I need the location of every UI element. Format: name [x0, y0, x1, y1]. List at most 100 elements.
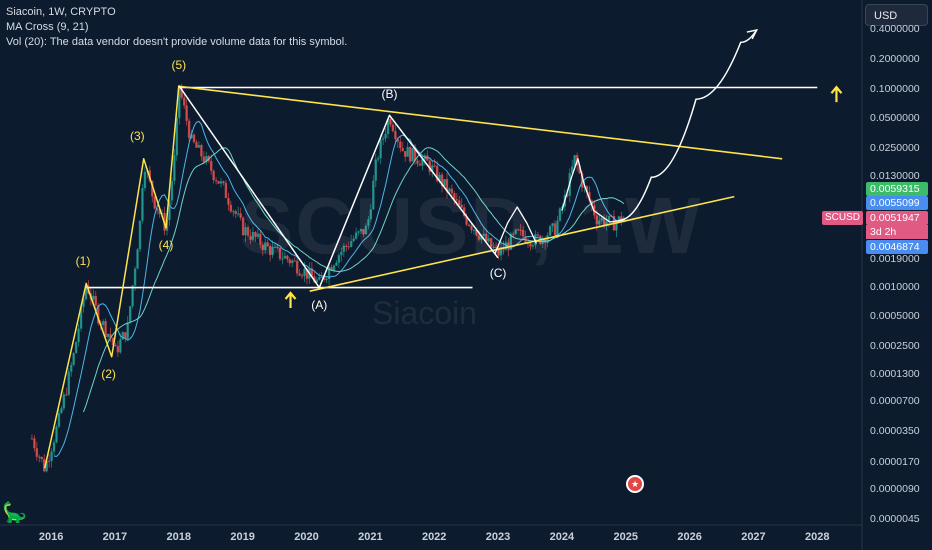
price-badge-low: 0.0046874 [866, 240, 928, 254]
candle-body [465, 215, 468, 225]
currency-button[interactable]: USD [865, 4, 928, 26]
candle-body [33, 438, 36, 449]
candle-body [43, 459, 46, 472]
candle-body [431, 165, 434, 172]
price-tick-label: 0.1000000 [870, 82, 920, 95]
time-tick-label: 2022 [421, 531, 447, 543]
candle-body [259, 233, 262, 245]
candle-body [138, 220, 142, 250]
candle-body [588, 192, 591, 201]
candle-body [151, 180, 154, 197]
candle-body [332, 265, 336, 271]
candle-body [310, 268, 314, 277]
time-tick-label: 2026 [677, 531, 702, 543]
legend-symbol[interactable]: Siacoin, 1W, CRYPTO [6, 6, 116, 18]
candle-body [408, 146, 412, 162]
watermark-name: Siacoin [372, 295, 477, 331]
candle-body [470, 225, 473, 230]
candle-body [521, 230, 525, 237]
candle-body [47, 460, 51, 462]
candle-body [322, 276, 326, 280]
candle-body [598, 220, 601, 225]
price-tick-label: 0.0000350 [870, 424, 920, 437]
candle-body [65, 394, 68, 396]
wave-label: (1) [75, 253, 91, 268]
candle-body [192, 134, 196, 143]
candle-body [180, 88, 183, 98]
candle-body [175, 117, 179, 156]
candle-body [394, 131, 397, 140]
candle-body [268, 246, 272, 256]
candle-body [384, 133, 387, 139]
candle-body [84, 285, 88, 300]
candle-body [143, 171, 147, 189]
legend-volume[interactable]: Vol (20): The data vendor doesn't provid… [6, 36, 348, 48]
price-badge-blue: 0.0055099 [866, 196, 928, 210]
candle-body [170, 180, 174, 201]
candle-body [526, 243, 530, 245]
candle-body [450, 188, 454, 194]
candle-body [615, 221, 618, 231]
candle-body [467, 224, 471, 226]
price-tick-label: 0.0002500 [870, 340, 920, 353]
candle-body [305, 268, 309, 279]
price-tick-label: 0.0010000 [870, 280, 920, 293]
candle-body [418, 163, 422, 166]
candle-body [249, 235, 252, 240]
candle-body [295, 260, 299, 274]
candle-body [222, 181, 225, 183]
candle-body [428, 160, 431, 172]
candle-body [205, 156, 208, 163]
tradingview-logo-icon[interactable]: 🦕 [2, 502, 27, 524]
candle-body [276, 246, 279, 248]
candle-body [30, 438, 34, 440]
wave-label: (B) [381, 87, 398, 102]
candle-body [404, 151, 407, 157]
candle-body [291, 260, 294, 264]
candle-body [97, 305, 100, 324]
price-badge-green: 0.0059315 [866, 182, 928, 196]
legend-ma-cross[interactable]: MA Cross (9, 21) [6, 21, 89, 33]
symbol-badge: SCUSD [822, 211, 863, 225]
price-tick-label: 0.0000045 [870, 513, 920, 525]
time-tick-label: 2025 [613, 531, 638, 543]
candle-body [494, 247, 498, 249]
candle-body [347, 246, 350, 248]
candle-body [182, 97, 186, 106]
candle-body [300, 275, 304, 277]
candle-body [185, 105, 188, 121]
time-tick-label: 2019 [230, 531, 255, 543]
candle-body [227, 198, 230, 205]
candle-body [214, 180, 218, 182]
candle-body [573, 155, 576, 167]
ma-fast-line [53, 120, 624, 458]
candle-body [281, 258, 284, 260]
candle-body [62, 394, 66, 409]
candle-body [379, 139, 382, 159]
candle-body [416, 160, 419, 164]
candle-body [239, 213, 242, 218]
candle-body [492, 246, 495, 248]
candle-body [374, 159, 377, 181]
candle-body [529, 243, 532, 247]
candle-body [340, 251, 343, 256]
candle-body [286, 255, 289, 260]
candle-body [94, 295, 97, 306]
candle-body [482, 233, 486, 236]
candles [30, 83, 625, 473]
price-tick-label: 0.0000700 [870, 394, 920, 407]
candle-body [357, 231, 360, 233]
candle-body [165, 219, 169, 231]
time-tick-label: 2021 [358, 531, 383, 543]
watermark-symbol: SCUSD, 1W [240, 181, 703, 270]
candle-body [114, 345, 117, 347]
candle-body [133, 268, 137, 286]
projection-arrowhead [746, 28, 759, 40]
candle-body [458, 200, 461, 206]
candle-body [261, 244, 264, 251]
us-flag-icon[interactable]: ★ [626, 475, 644, 493]
candle-body [244, 227, 247, 236]
impulse-wave-path [43, 85, 180, 469]
candle-body [50, 451, 53, 461]
